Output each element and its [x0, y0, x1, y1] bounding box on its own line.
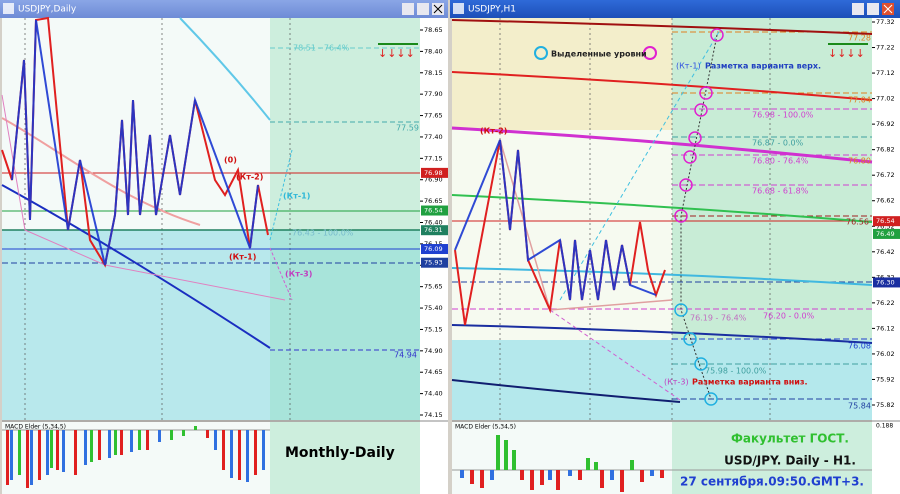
price-label: 78.15: [424, 69, 443, 77]
level-label: 76.08: [848, 342, 871, 351]
price-label: 77.15: [424, 154, 443, 162]
wave-label: (Кт-1): [283, 192, 310, 201]
price-marker: [421, 167, 448, 178]
price-label: 76.52: [876, 222, 895, 230]
level-label: 76.43 - 100.0%: [292, 229, 354, 238]
level-label: 77.04: [848, 96, 871, 105]
level-label: 76.87 - 0.0%: [752, 139, 804, 148]
level-label: 77.28: [848, 34, 871, 43]
level-label: 76.80: [848, 157, 871, 166]
price-label: 75.82: [876, 401, 895, 409]
price-marker-label: 76.31: [424, 226, 443, 234]
price-marker-label: 76.30: [876, 278, 895, 286]
wave-label: (Кт-1): [229, 253, 256, 262]
level-label: 75.98 - 100.0%: [705, 367, 767, 376]
price-label: 76.62: [876, 197, 895, 205]
footer-line: USD/JPY. Daily - H1.: [724, 454, 856, 468]
level-label: 78.51 - 76.4%: [293, 44, 350, 53]
price-marker: [873, 277, 900, 288]
svg-text:↓↓↓↓: ↓↓↓↓: [828, 47, 865, 60]
price-label: 74.90: [424, 347, 443, 355]
price-label: 75.15: [424, 325, 443, 333]
wave-label: (Кт-1): [676, 62, 701, 71]
caption: Monthly-Daily: [285, 445, 395, 461]
legend-text: Выделенные уровни: [551, 50, 647, 59]
price-marker: [421, 225, 448, 236]
window-title: USDJPY,H1: [468, 5, 516, 15]
price-label: 77.02: [876, 95, 895, 103]
price-marker: [421, 244, 448, 255]
price-label: 76.90: [424, 176, 443, 184]
price-marker: [421, 205, 448, 216]
level-label: 76.98 - 100.0%: [752, 111, 814, 120]
price-axis: 78.65 78.40 78.15 77.90 77.65 77.40 77.15 76.90…: [420, 26, 448, 419]
price-marker-label: 75.93: [424, 259, 443, 267]
price-marker: [873, 216, 900, 227]
indicator-axis-label: 0.188: [876, 423, 893, 430]
level-label: 76.20 - 0.0%: [763, 312, 815, 321]
price-label: 77.40: [424, 133, 443, 141]
window-h1: USDJPY,H1 ↓↓↓↓ 77.28 77.04 76.98 - 100.0…: [450, 0, 900, 494]
wave-label: (Кт-2): [236, 173, 263, 182]
footer-line: Факультет ГОСТ.: [731, 432, 849, 446]
price-marker-label: 76.09: [424, 245, 443, 253]
title-bar: [0, 0, 448, 18]
price-axis: 77.32 77.22 77.12 77.02 76.92 76.82 76.72 76.62…: [872, 18, 900, 409]
price-label: 74.40: [424, 390, 443, 398]
price-label: 77.90: [424, 90, 443, 98]
price-label: 75.40: [424, 304, 443, 312]
price-label: 78.40: [424, 47, 443, 55]
price-label: 76.12: [876, 324, 895, 332]
price-label: 75.92: [876, 375, 895, 383]
footer-line: 27 сентября.09:50.GMT+3.: [680, 475, 864, 489]
price-label: 77.65: [424, 112, 443, 120]
window-daily: USDJPY,Daily ↓↓↓↓ 78.51 - 76.4% 77.59 76…: [0, 0, 448, 494]
level-label: 76.80 - 76.4%: [752, 157, 809, 166]
price-label: 76.40: [424, 219, 443, 227]
price-label: 78.65: [424, 26, 443, 34]
price-label: 75.65: [424, 283, 443, 291]
level-label: 74.94: [394, 351, 417, 360]
price-label: 77.12: [876, 69, 895, 77]
indicator-label: MACD Elder (5,34,5): [5, 424, 66, 431]
window-title: USDJPY,Daily: [18, 5, 77, 15]
price-label: 76.32: [876, 273, 895, 281]
price-label: 76.22: [876, 299, 895, 307]
price-label: 76.92: [876, 120, 895, 128]
price-label: 76.15: [424, 240, 443, 248]
price-label: 77.22: [876, 44, 895, 52]
price-marker: [421, 257, 448, 268]
price-label: 74.15: [424, 411, 443, 419]
wave-label: (Кт-3): [664, 378, 689, 387]
price-marker: [873, 228, 900, 239]
price-label: 76.02: [876, 350, 895, 358]
price-marker-label: 76.49: [876, 230, 895, 238]
note: Разметка варианта вниз.: [692, 378, 808, 387]
window-buttons[interactable]: [852, 3, 894, 15]
title-bar: [450, 0, 900, 18]
svg-text:↓↓↓↓: ↓↓↓↓: [378, 47, 415, 60]
level-label: 75.84: [848, 402, 871, 411]
level-label: 77.59: [396, 124, 419, 133]
wave-label: (Кт-3): [285, 270, 312, 279]
price-marker-label: 76.98: [424, 169, 443, 177]
window-buttons[interactable]: [402, 3, 444, 15]
wave-label: (0): [224, 156, 237, 165]
price-marker-label: 76.54: [876, 217, 895, 225]
price-marker-label: 76.54: [424, 207, 443, 215]
price-label: 77.32: [876, 18, 895, 26]
price-label: 74.65: [424, 368, 443, 376]
indicator-label: MACD Elder (5,34,5): [455, 424, 516, 431]
note: Разметка варианта верх.: [705, 62, 821, 71]
price-label: 76.72: [876, 171, 895, 179]
wave-label: (Кт-2): [480, 127, 507, 136]
price-label: 76.82: [876, 146, 895, 154]
level-label: 76.56: [846, 218, 869, 227]
level-label: 76.19 - 76.4%: [690, 314, 747, 323]
level-label: 76.68 - 61.8%: [752, 187, 809, 196]
price-label: 76.42: [876, 248, 895, 256]
price-label: 76.65: [424, 197, 443, 205]
